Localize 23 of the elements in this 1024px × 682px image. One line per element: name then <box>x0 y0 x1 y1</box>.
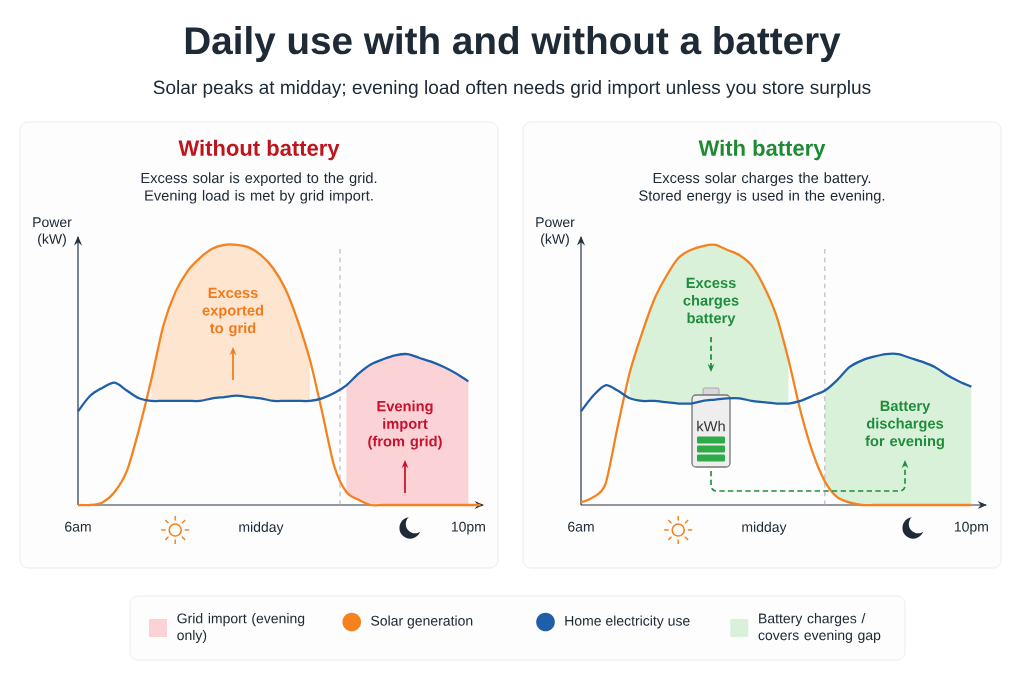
annotation: Excess charges battery <box>683 277 739 327</box>
chart-subtitle: Excess solar is exported to the grid. Evening load is met by grid import. <box>141 172 377 204</box>
annotation: Evening import (from grid) <box>368 400 442 450</box>
x-tick-label: midday <box>742 521 787 535</box>
x-tick-label: 6am <box>568 521 594 532</box>
x-tick-label: midday <box>239 521 284 535</box>
x-tick-label: 10pm <box>954 521 988 535</box>
text: Solar peaks at midday; evening load often needs grid import unless you store surplus <box>153 80 871 98</box>
annotation: Battery discharges for evening <box>865 400 944 450</box>
legend-label: Grid import (evening only) <box>177 613 305 643</box>
annotation: kWh <box>697 420 725 432</box>
annotation: Excess exported to grid <box>202 287 263 337</box>
legend-label: Battery charges / covers evening gap <box>758 613 881 643</box>
legend-label: Home electricity use <box>565 615 690 629</box>
chart-title: With battery <box>698 139 826 161</box>
x-tick-label: 6am <box>65 521 91 532</box>
text: Daily use with and without a battery <box>185 25 841 63</box>
x-tick-label: 10pm <box>451 521 485 535</box>
chart-subtitle: Excess solar charges the battery. Stored energy is used in the evening. <box>639 172 885 204</box>
y-axis-title: Power (kW) <box>33 217 72 247</box>
y-axis-title: Power (kW) <box>536 217 575 247</box>
legend-label: Solar generation <box>371 615 473 629</box>
chart-title: Without battery <box>178 139 340 161</box>
